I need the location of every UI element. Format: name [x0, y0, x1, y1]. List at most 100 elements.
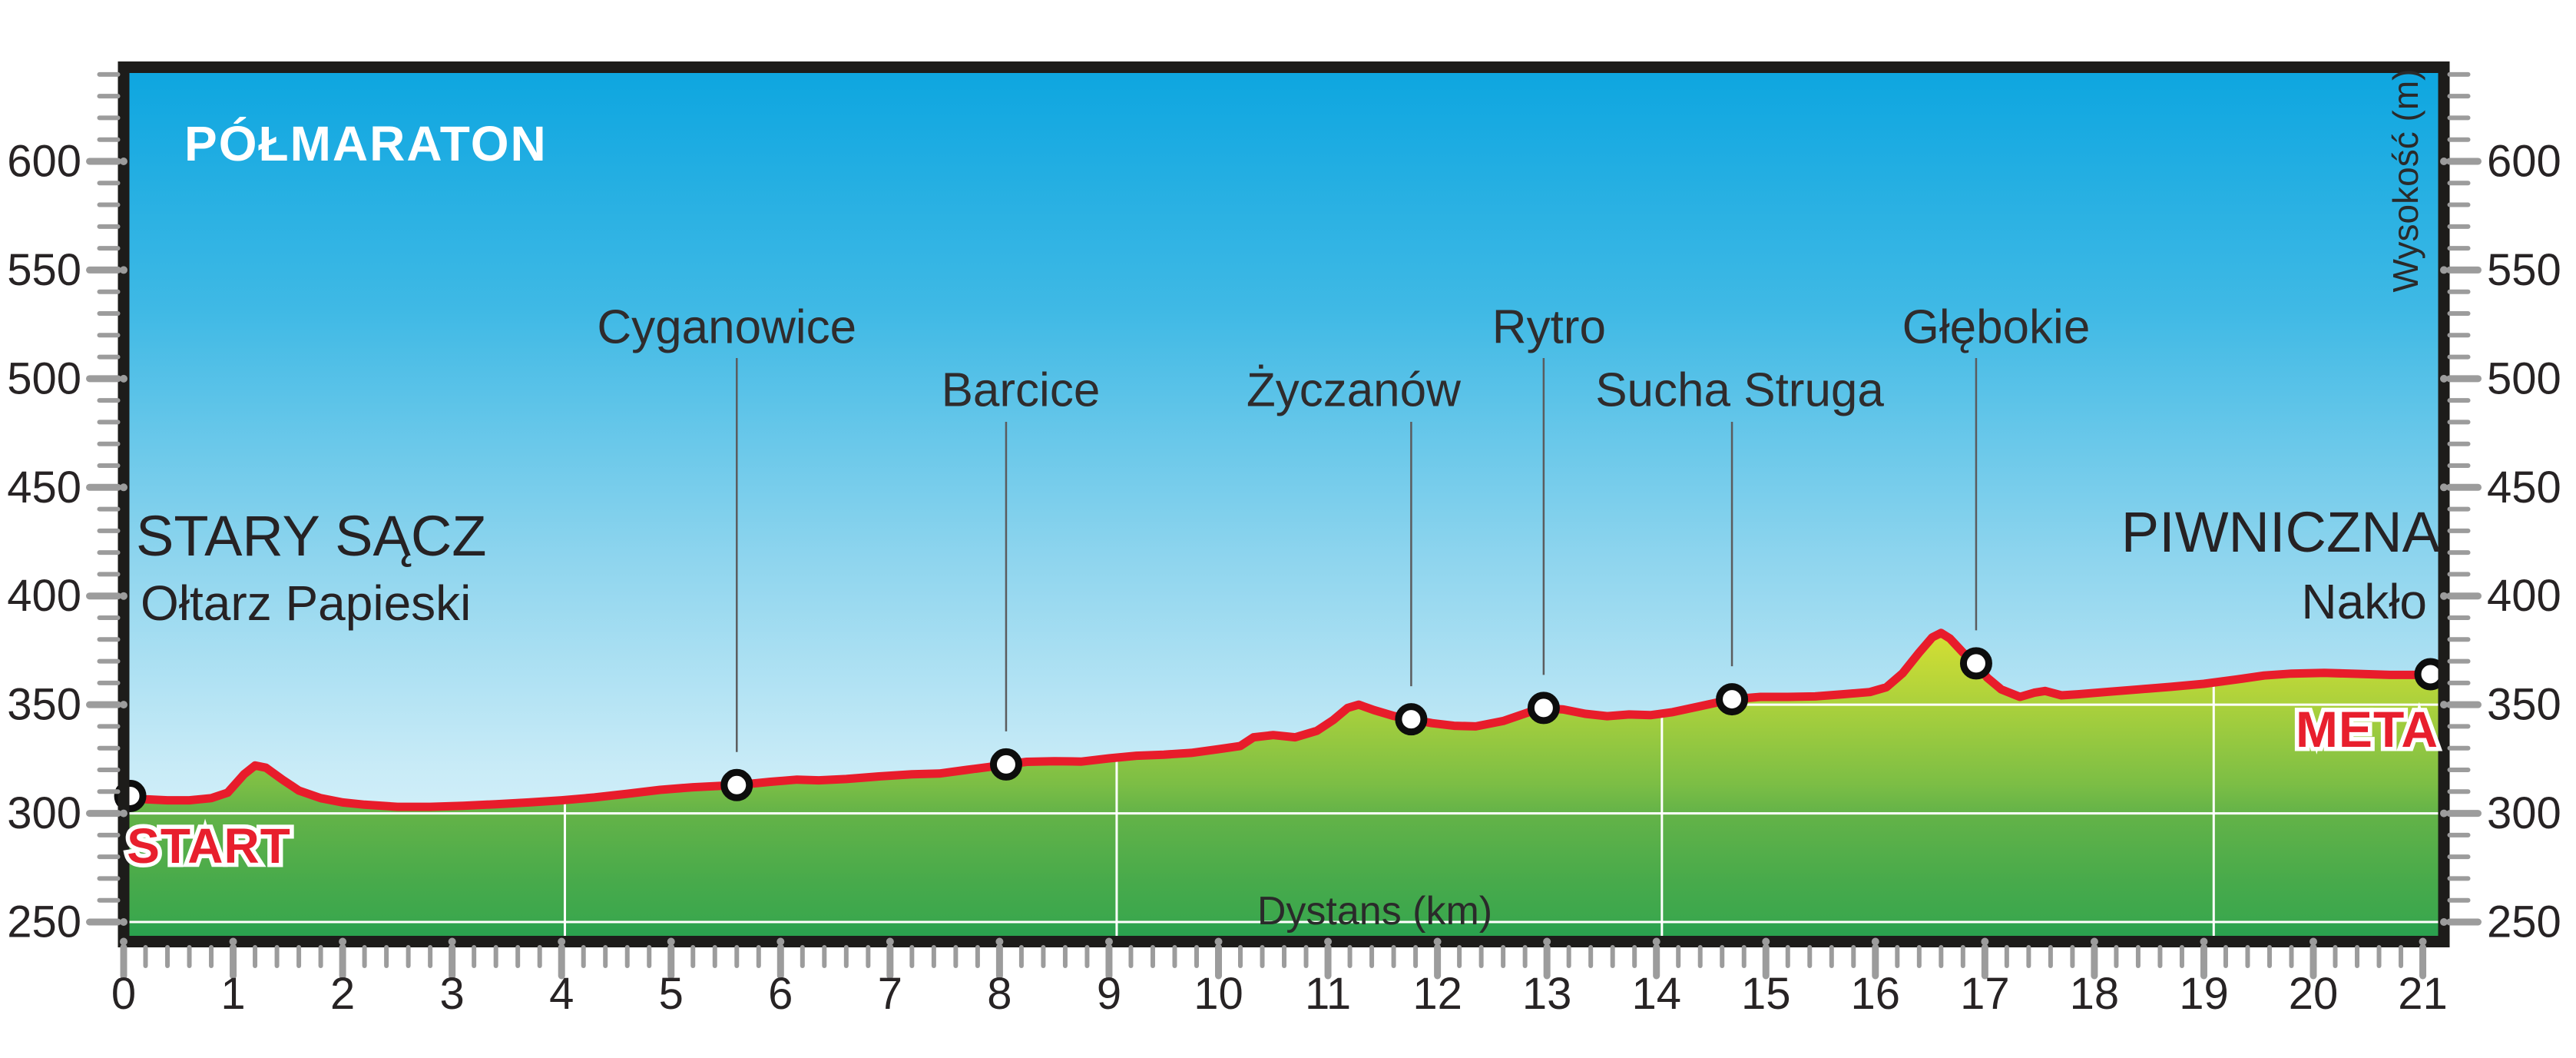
waypoint-labels: Cyganowice Barcice Życzanów Rytro Sucha Stru… — [597, 300, 2090, 416]
waypoint-marker-głębokie — [1959, 647, 1992, 680]
waypoint-marker-cyganowice — [720, 768, 753, 801]
waypoint-marker-barcice — [989, 748, 1022, 781]
y-axis-right-tick-label-350: 350 — [2487, 680, 2561, 730]
x-axis-tick-label-10: 10 — [1194, 969, 1243, 1019]
x-axis-tick-label-6: 6 — [768, 969, 793, 1019]
x-axis-nub-14 — [1652, 937, 1660, 946]
x-axis-label: Dystans (km) — [1257, 889, 1492, 934]
y-axis-left-tick-label-550: 550 — [7, 245, 81, 295]
x-axis-nub-18 — [2090, 937, 2098, 946]
y-axis-right-tick-label-500: 500 — [2487, 353, 2561, 403]
waypoint-marker-życzanów — [1395, 703, 1428, 736]
x-axis-nub-5 — [667, 937, 675, 946]
waypoint-marker-sucha-struga — [1716, 683, 1749, 716]
chart-title: PÓŁMARATON — [184, 116, 548, 171]
elevation-line — [129, 628, 2439, 811]
waypoint-label-rytro: Rytro — [1492, 300, 1606, 353]
start-venue-label: Ołtarz Papieski — [141, 575, 471, 631]
x-axis-nub-15 — [1762, 937, 1770, 946]
y-axis-left-nub-550 — [120, 266, 127, 274]
finish-venue-label: Nakło — [2301, 574, 2427, 629]
y-axis-left-nub-300 — [120, 809, 127, 818]
x-axis-tick-label-1: 1 — [220, 969, 245, 1019]
x-axis-tick-label-0: 0 — [111, 969, 136, 1019]
y-axis-left-tick-label-450: 450 — [7, 463, 81, 512]
y-axis-right-tick-label-400: 400 — [2487, 571, 2561, 621]
terrain-area — [129, 632, 2439, 936]
x-axis-nub-9 — [1104, 937, 1113, 946]
y-axis-right-tick-label-250: 250 — [2487, 897, 2561, 947]
meta-badge: META — [2296, 701, 2439, 758]
y-axis-left-tick-label-400: 400 — [7, 571, 81, 621]
x-axis-tick-label-14: 14 — [1631, 969, 1681, 1019]
elevation-line-group — [129, 628, 2439, 811]
x-axis-tick-label-12: 12 — [1412, 969, 1462, 1019]
y-axis-left-nub-450 — [120, 483, 127, 492]
x-axis-tick-label-18: 18 — [2070, 969, 2120, 1019]
y-axis-left-nub-250 — [120, 918, 127, 926]
y-axis-right-tick-label-550: 550 — [2487, 245, 2561, 295]
x-axis-nub-11 — [1324, 937, 1333, 946]
waypoint-label-sucha-struga: Sucha Struga — [1595, 363, 1884, 416]
waypoint-label-barcice: Barcice — [942, 363, 1101, 416]
x-axis-nub-13 — [1543, 937, 1551, 946]
x-axis-tick-label-7: 7 — [878, 969, 902, 1019]
x-axis-tick-label-2: 2 — [330, 969, 355, 1019]
start-badge: START — [127, 818, 291, 874]
x-axis-nub-20 — [2309, 937, 2317, 946]
x-axis-nub-1 — [229, 937, 237, 946]
y-axis-right-nub-550 — [2440, 266, 2448, 274]
y-axis-left-nub-600 — [120, 157, 127, 165]
waypoint-marker-rytro — [1527, 692, 1560, 725]
x-axis-tick-label-11: 11 — [1305, 969, 1351, 1019]
x-axis-tick-label-4: 4 — [549, 969, 574, 1019]
waypoint-label-głębokie: Głębokie — [1902, 300, 2091, 353]
y-axis-right-tick-label-450: 450 — [2487, 463, 2561, 512]
waypoint-leader-lines — [736, 358, 1978, 752]
waypoint-label-życzanów: Życzanów — [1247, 363, 1461, 416]
start-city-label: STARY SĄCZ — [136, 504, 486, 568]
finish-city-label: PIWNICZNA — [2121, 500, 2441, 564]
y-axis-left-nub-400 — [120, 592, 127, 600]
y-axis-right-nub-450 — [2440, 483, 2448, 492]
y-axis-left-tick-label-300: 300 — [7, 788, 81, 838]
x-axis-nub-6 — [776, 937, 785, 946]
waypoint-label-cyganowice: Cyganowice — [597, 300, 856, 353]
x-axis-tick-label-8: 8 — [987, 969, 1012, 1019]
x-axis-tick-label-5: 5 — [659, 969, 684, 1019]
x-axis-nub-12 — [1433, 937, 1442, 946]
x-axis-tick-label-17: 17 — [1960, 969, 2010, 1019]
x-axis-nub-0 — [120, 937, 127, 946]
x-axis-tick-label-9: 9 — [1097, 969, 1121, 1019]
axis-ticks — [86, 71, 2482, 980]
x-axis-nub-10 — [1214, 937, 1223, 946]
plot-frame — [118, 61, 2450, 947]
x-axis-tick-label-21: 21 — [2398, 969, 2448, 1019]
x-axis-nub-16 — [1871, 937, 1879, 946]
x-axis-nub-8 — [995, 937, 1004, 946]
x-axis-nub-2 — [339, 937, 347, 946]
x-axis-tick-label-13: 13 — [1522, 969, 1572, 1019]
y-axis-right-nub-250 — [2440, 918, 2448, 926]
terrain-fill-group — [129, 632, 2439, 936]
y-axis-right-nub-500 — [2440, 374, 2448, 383]
x-axis-nub-4 — [558, 937, 566, 946]
y-axis-left-nub-500 — [120, 374, 127, 383]
y-axis-left-tick-label-500: 500 — [7, 353, 81, 403]
y-axis-left-tick-label-350: 350 — [7, 680, 81, 730]
y-axis-right-tick-label-300: 300 — [2487, 788, 2561, 838]
y-axis-left-nub-350 — [120, 701, 127, 709]
x-axis-nub-17 — [1981, 937, 1989, 946]
x-axis-nub-3 — [448, 937, 456, 946]
x-axis-tick-label-15: 15 — [1741, 969, 1791, 1019]
x-axis-tick-label-16: 16 — [1851, 969, 1901, 1019]
y-axis-left-tick-label-600: 600 — [7, 136, 81, 186]
y-axis-right-tick-label-600: 600 — [2487, 136, 2561, 186]
y-axis-right-nub-400 — [2440, 592, 2448, 600]
x-axis-tick-label-3: 3 — [440, 969, 465, 1019]
x-axis-nub-21 — [2419, 937, 2427, 946]
x-axis-nub-19 — [2200, 937, 2208, 946]
